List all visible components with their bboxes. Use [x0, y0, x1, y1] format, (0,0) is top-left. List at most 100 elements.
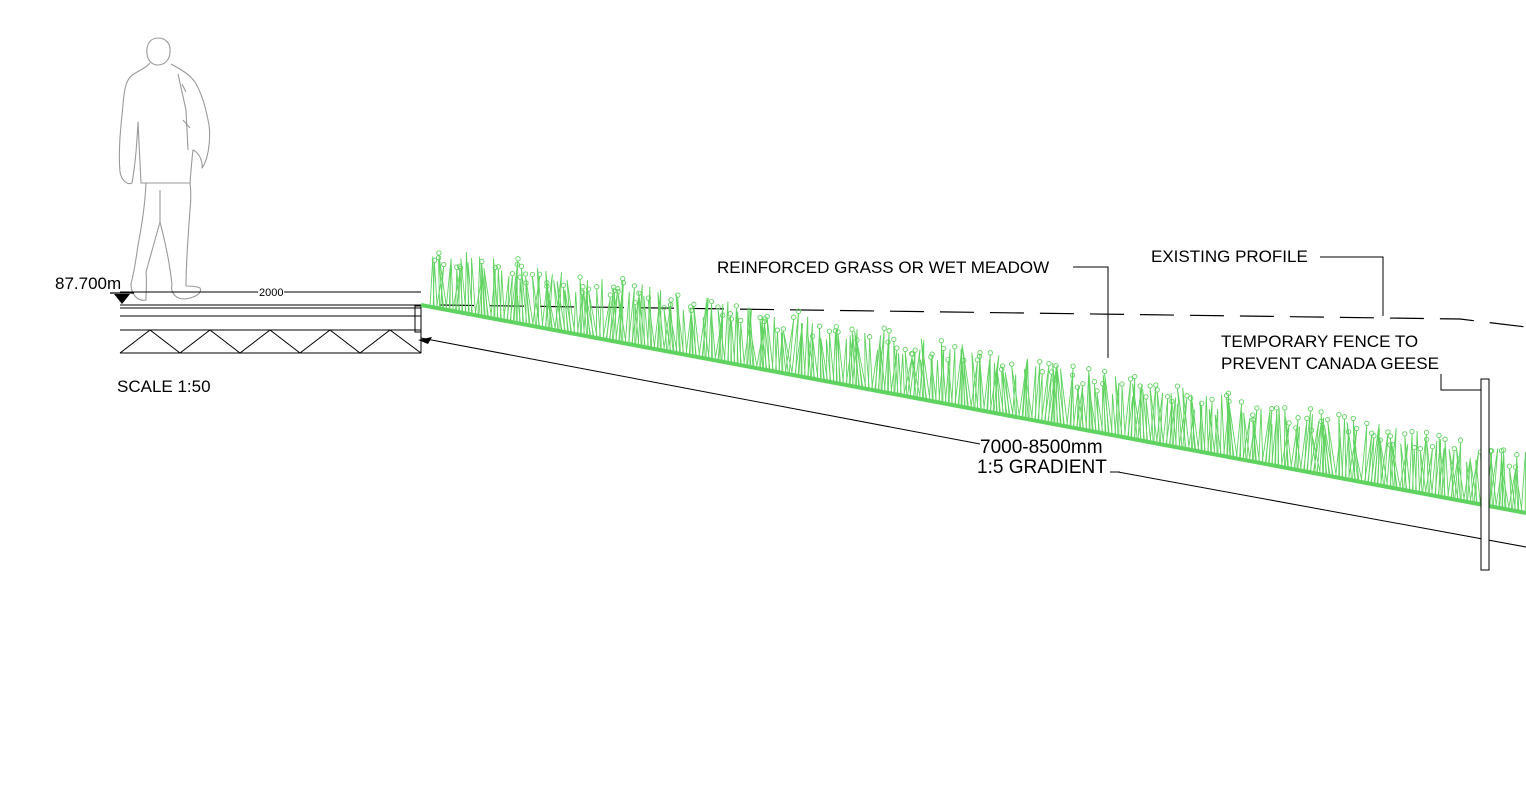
grass-blade [1213, 408, 1219, 455]
grass-blade [935, 360, 941, 403]
grass-seedhead [728, 316, 734, 322]
grass-blade [1111, 393, 1117, 436]
grass-blade [1175, 403, 1181, 448]
grass-seedhead [1409, 428, 1415, 435]
grass-blade [803, 316, 809, 378]
grass-blade [1088, 374, 1094, 432]
grass-blade [573, 291, 579, 335]
grass-seedhead [833, 324, 840, 330]
grass-blade [1437, 448, 1445, 497]
grass-seedhead [514, 261, 520, 267]
grass-blade [1501, 467, 1510, 510]
grass-seedhead [1223, 392, 1230, 399]
grass-seedhead [479, 258, 485, 265]
grass-seedhead [866, 334, 873, 340]
grass-blade [996, 368, 1005, 415]
grass-seedhead [881, 325, 887, 331]
grass-blade [1056, 365, 1065, 426]
grass-blade [1243, 412, 1251, 461]
grass-seedhead [902, 346, 908, 353]
grass-seedhead [1307, 406, 1314, 412]
grass-blade [1132, 383, 1142, 441]
grass-seedhead [1295, 415, 1301, 421]
grass-seedhead [791, 314, 797, 320]
grass-seedhead [1269, 405, 1275, 412]
grass-blade [1379, 438, 1389, 487]
grass-seedhead [1069, 372, 1076, 378]
grass-seedhead [436, 250, 442, 256]
grass-seedhead [1512, 464, 1519, 470]
grass-seedhead [757, 314, 763, 321]
grass-blade [460, 258, 467, 314]
grass-blade [759, 315, 765, 370]
grass-blade [1023, 369, 1033, 420]
grass-blade [711, 313, 717, 361]
grass-seedhead [886, 328, 892, 334]
grass-blade [647, 286, 653, 349]
grass-seedhead [987, 350, 993, 356]
grass-blade [493, 258, 499, 320]
grass-seedhead [1091, 378, 1098, 385]
grass-label: REINFORCED GRASS OR WET MEADOW [717, 258, 1049, 277]
grass-seedhead [645, 295, 652, 301]
grass-seedhead [1080, 381, 1086, 387]
grass-seedhead [1336, 411, 1342, 418]
scale-label: SCALE 1:50 [117, 377, 211, 396]
grass-blade [553, 280, 563, 332]
grass-blade [1145, 398, 1152, 443]
grass-blade [1466, 461, 1472, 503]
grass-seedhead [515, 256, 521, 262]
grass-blade [1170, 393, 1177, 447]
grass-seedhead [1350, 415, 1356, 422]
grass-blade [1120, 385, 1126, 438]
grass-seedhead [1436, 432, 1442, 439]
grass-blade [1415, 430, 1421, 493]
grass-seedhead [891, 336, 897, 343]
grass-blade [693, 306, 701, 358]
grass-seedhead [912, 347, 918, 353]
grass-seedhead [431, 257, 438, 263]
grass-blade [537, 267, 544, 328]
grass-seedhead [733, 303, 740, 309]
grass-blade [807, 333, 816, 379]
grass-seedhead [1274, 405, 1280, 411]
grass-seedhead [615, 288, 621, 295]
grass-seedhead [1153, 382, 1159, 388]
grass-seedhead [1039, 369, 1045, 375]
grass-seedhead [908, 351, 915, 357]
grass-blade [1182, 387, 1190, 450]
grass-seedhead [929, 351, 935, 357]
grass-blade [702, 316, 710, 359]
grass-blade [1455, 448, 1465, 502]
grass-seedhead [826, 328, 833, 334]
grass-blade [794, 323, 804, 376]
grass-planting [429, 250, 1526, 513]
grass-seedhead [1184, 393, 1190, 399]
grass-blade [736, 311, 742, 365]
grass-blade [1341, 418, 1347, 479]
grass-seedhead [518, 263, 525, 269]
grass-blade [1469, 461, 1478, 504]
grass-blade [1267, 424, 1273, 465]
grass-seedhead [1282, 405, 1288, 411]
grass-seedhead [1174, 383, 1181, 389]
grass-blade [864, 332, 870, 390]
grass-blade [743, 309, 752, 367]
fence-label-line1: TEMPORARY FENCE TO [1221, 332, 1418, 351]
grass-blade [749, 307, 755, 368]
grass-blade [556, 280, 566, 332]
grass-blade [1319, 417, 1325, 475]
grass-blade [1450, 456, 1459, 500]
grass-seedhead [780, 326, 787, 332]
grass-seedhead [1364, 420, 1370, 427]
grass-seedhead [854, 337, 860, 343]
grass-seedhead [661, 305, 667, 311]
grass-blade [1299, 420, 1308, 471]
grass-seedhead [1119, 381, 1125, 387]
grass-seedhead [1188, 395, 1194, 401]
grass-blade [820, 337, 829, 382]
grass-blade [503, 275, 510, 321]
slope-dimension [418, 337, 1526, 548]
grass-seedhead [1101, 368, 1108, 375]
grass-seedhead [687, 304, 694, 310]
